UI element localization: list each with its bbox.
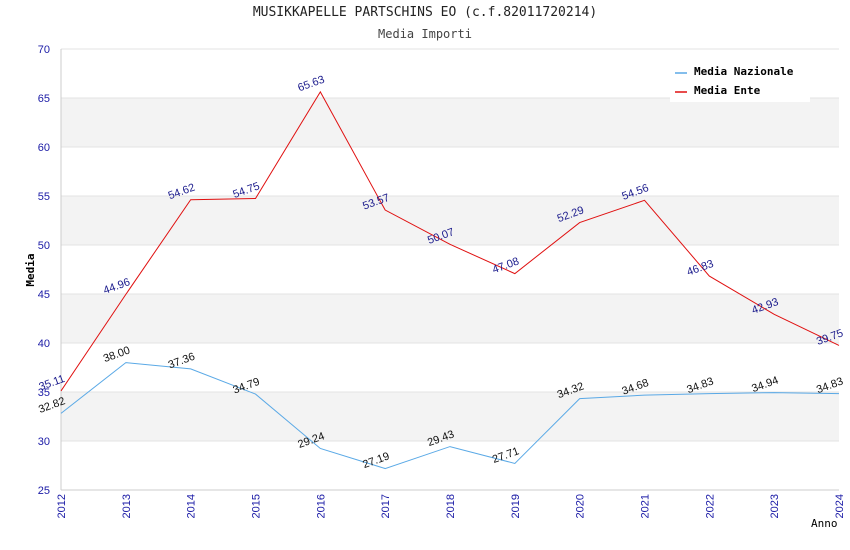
y-tick-label: 35 bbox=[38, 387, 50, 399]
x-tick-label: 2023 bbox=[769, 494, 781, 518]
series-line-media-ente bbox=[60, 90, 840, 392]
x-tick-label: 2014 bbox=[186, 494, 198, 518]
y-tick-label: 50 bbox=[38, 240, 50, 252]
plot-bands bbox=[61, 98, 839, 441]
legend-background bbox=[670, 58, 810, 102]
data-label-media-nazionale: 27.71 bbox=[491, 445, 521, 466]
x-tick-label: 2022 bbox=[704, 494, 716, 518]
y-tick-label: 70 bbox=[38, 44, 50, 56]
y-tick-labels: 25 30 35 40 45 50 55 60 65 70 bbox=[38, 44, 50, 497]
x-tick-label: 2018 bbox=[445, 494, 457, 518]
series-lines bbox=[60, 90, 840, 470]
x-tick-label: 2019 bbox=[510, 494, 522, 518]
plot-band bbox=[61, 196, 839, 245]
plot-band bbox=[61, 392, 839, 441]
y-tick-label: 65 bbox=[38, 93, 50, 105]
data-label-media-ente: 65.63 bbox=[296, 74, 326, 95]
legend-label-media-nazionale: Media Nazionale bbox=[694, 65, 794, 78]
legend-label-media-ente: Media Ente bbox=[694, 84, 761, 97]
x-tick-label: 2020 bbox=[575, 494, 587, 518]
legend: Media Nazionale Media Ente bbox=[670, 58, 810, 102]
series-line-media-nazionale bbox=[60, 362, 840, 470]
x-tick-label: 2016 bbox=[315, 494, 327, 518]
x-tick-label: 2012 bbox=[56, 494, 68, 518]
y-tick-label: 45 bbox=[38, 289, 50, 301]
x-axis-label: Anno bbox=[811, 517, 838, 530]
x-tick-label: 2017 bbox=[380, 494, 392, 518]
x-tick-labels: 2012 2013 2014 2015 2016 2017 2018 2019 2020 2021… bbox=[56, 494, 846, 518]
plot-band bbox=[61, 98, 839, 147]
y-axis-label: Media bbox=[24, 253, 37, 286]
y-tick-label: 40 bbox=[38, 338, 50, 350]
x-tick-label: 2021 bbox=[640, 494, 652, 518]
plot-band bbox=[61, 294, 839, 343]
y-tick-label: 55 bbox=[38, 191, 50, 203]
chart-title: MUSIKKAPELLE PARTSCHINS EO (c.f.82011720… bbox=[252, 5, 598, 20]
x-tick-label: 2024 bbox=[834, 494, 846, 518]
x-tick-label: 2015 bbox=[251, 494, 263, 518]
data-label-media-ente: 35.11 bbox=[37, 373, 66, 393]
x-tick-label: 2013 bbox=[121, 494, 133, 518]
y-tick-label: 30 bbox=[38, 436, 50, 448]
data-label-media-nazionale: 38.00 bbox=[102, 344, 132, 365]
y-tick-label: 25 bbox=[38, 485, 50, 497]
y-tick-label: 60 bbox=[38, 142, 50, 154]
data-label-media-ente: 46.83 bbox=[685, 258, 715, 279]
chart-subtitle: Media Importi bbox=[378, 27, 472, 41]
